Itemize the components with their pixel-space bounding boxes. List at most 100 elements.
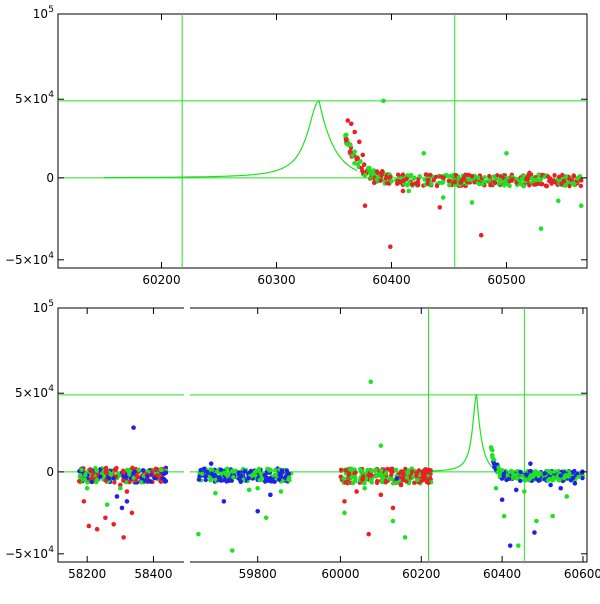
bottom-dense-point <box>103 478 108 483</box>
bottom-dense-point <box>390 481 396 486</box>
top-dense-point <box>428 172 433 178</box>
top-xtick-label: 60400 <box>372 273 410 287</box>
top-dense-point <box>538 177 543 182</box>
bottom-dense-point <box>98 474 103 479</box>
bottom-point-data-green <box>196 531 201 537</box>
top-dense-point <box>466 177 471 182</box>
top-dense-point <box>480 182 485 187</box>
bottom-dense-point <box>531 474 536 479</box>
bottom-dense-point <box>552 469 557 474</box>
top-dense-point <box>493 176 499 182</box>
top-dense-point <box>496 181 501 186</box>
top-dense-point <box>400 172 406 177</box>
top-dense-point <box>519 176 525 181</box>
top-point-data-red <box>362 203 368 209</box>
bottom-dense-point <box>551 474 556 480</box>
bottom-dense-point <box>111 476 116 481</box>
bottom-point-data-blue <box>221 499 227 504</box>
top-dense-point <box>524 176 530 181</box>
top-dense-point <box>567 183 572 189</box>
top-dense-point <box>503 180 508 186</box>
bottom-dense-point <box>393 467 399 473</box>
bottom-point-data-blue <box>114 494 120 499</box>
bottom-dense-point <box>94 468 100 473</box>
bottom-dense-point <box>353 470 358 475</box>
bottom-point-data-green <box>390 518 396 524</box>
bottom-dense-point <box>501 472 506 477</box>
bottom-dense-point <box>159 467 164 473</box>
bottom-dense-point <box>489 447 494 452</box>
bottom-dense-point <box>83 473 88 478</box>
top-dense-point <box>374 177 379 182</box>
bottom-dense-point <box>489 453 495 458</box>
top-xtick-label: 60500 <box>487 273 525 287</box>
bottom-dense-point <box>273 467 278 473</box>
top-dense-point <box>571 182 577 187</box>
top-point-data-red <box>578 178 584 183</box>
top-point-data-red <box>371 180 377 186</box>
top-dense-point <box>387 174 393 180</box>
bottom-dense-point <box>223 472 229 477</box>
bottom-dense-point <box>386 476 392 481</box>
top-dense-point <box>536 172 541 177</box>
bottom-point-data-blue <box>499 497 505 503</box>
bottom-dense-point <box>272 472 277 478</box>
bottom-point-data-green <box>402 535 408 540</box>
top-dense-point <box>379 173 384 178</box>
bottom-dense-point <box>198 467 203 473</box>
bottom-dense-point <box>567 471 572 476</box>
bottom-dense-point <box>76 478 82 484</box>
bottom-model-curve <box>413 393 495 472</box>
bottom-dense-point <box>369 473 374 478</box>
top-point-data-red <box>345 118 351 123</box>
bottom-dense-point <box>262 472 267 478</box>
top-dense-point <box>447 182 452 188</box>
bottom-dense-point <box>231 474 236 480</box>
bottom-point-data-blue <box>278 474 284 480</box>
bottom-point-data-green <box>246 487 252 493</box>
bottom-dense-point <box>527 476 533 482</box>
bottom-dense-point <box>352 479 358 484</box>
bottom-dense-point <box>499 468 505 473</box>
bottom-dense-point <box>114 465 119 471</box>
bottom-point-data-green <box>213 490 218 496</box>
top-dense-point <box>463 172 468 177</box>
bottom-dense-point <box>98 467 103 473</box>
bottom-ytick-exponent: 5 <box>48 299 54 309</box>
bottom-dense-point <box>89 475 95 481</box>
bottom-dense-point <box>85 480 90 485</box>
top-point-data-green <box>358 159 363 164</box>
top-point-data-green <box>406 188 412 194</box>
top-dense-point <box>362 162 367 167</box>
bottom-dense-point <box>140 468 146 473</box>
bottom-dense-point <box>202 466 207 471</box>
top-dense-point <box>563 175 568 180</box>
top-dense-point <box>545 174 551 180</box>
bottom-point-data-red <box>121 535 126 540</box>
bottom-dense-point <box>414 471 419 476</box>
top-dense-point <box>446 178 452 184</box>
bottom-ytick-exponent: 4 <box>48 384 54 394</box>
bottom-point-data-blue <box>394 476 400 481</box>
top-dense-point <box>374 169 380 174</box>
bottom-dense-point <box>89 479 95 485</box>
top-point-data-green <box>381 98 386 104</box>
bottom-dense-point <box>426 480 431 486</box>
top-dense-point <box>347 149 353 154</box>
bottom-dense-point <box>149 469 155 474</box>
bottom-point-data-green <box>278 489 284 494</box>
bottom-xtick-label: 60000 <box>321 567 359 581</box>
top-dense-point <box>383 176 389 181</box>
bottom-point-data-blue <box>491 461 497 466</box>
bottom-dense-point <box>285 471 290 476</box>
bottom-point-data-red <box>103 515 108 521</box>
top-point-data-red <box>492 180 498 186</box>
bottom-point-data-blue <box>528 461 533 466</box>
bottom-point-data-red <box>81 499 87 504</box>
top-xtick-label: 60300 <box>257 273 295 287</box>
top-point-data-red <box>544 183 550 189</box>
bottom-ytick-exponent: 4 <box>48 545 54 555</box>
bottom-dense-point <box>78 473 83 478</box>
bottom-point-data-red <box>378 492 384 498</box>
top-dense-point <box>362 172 368 178</box>
